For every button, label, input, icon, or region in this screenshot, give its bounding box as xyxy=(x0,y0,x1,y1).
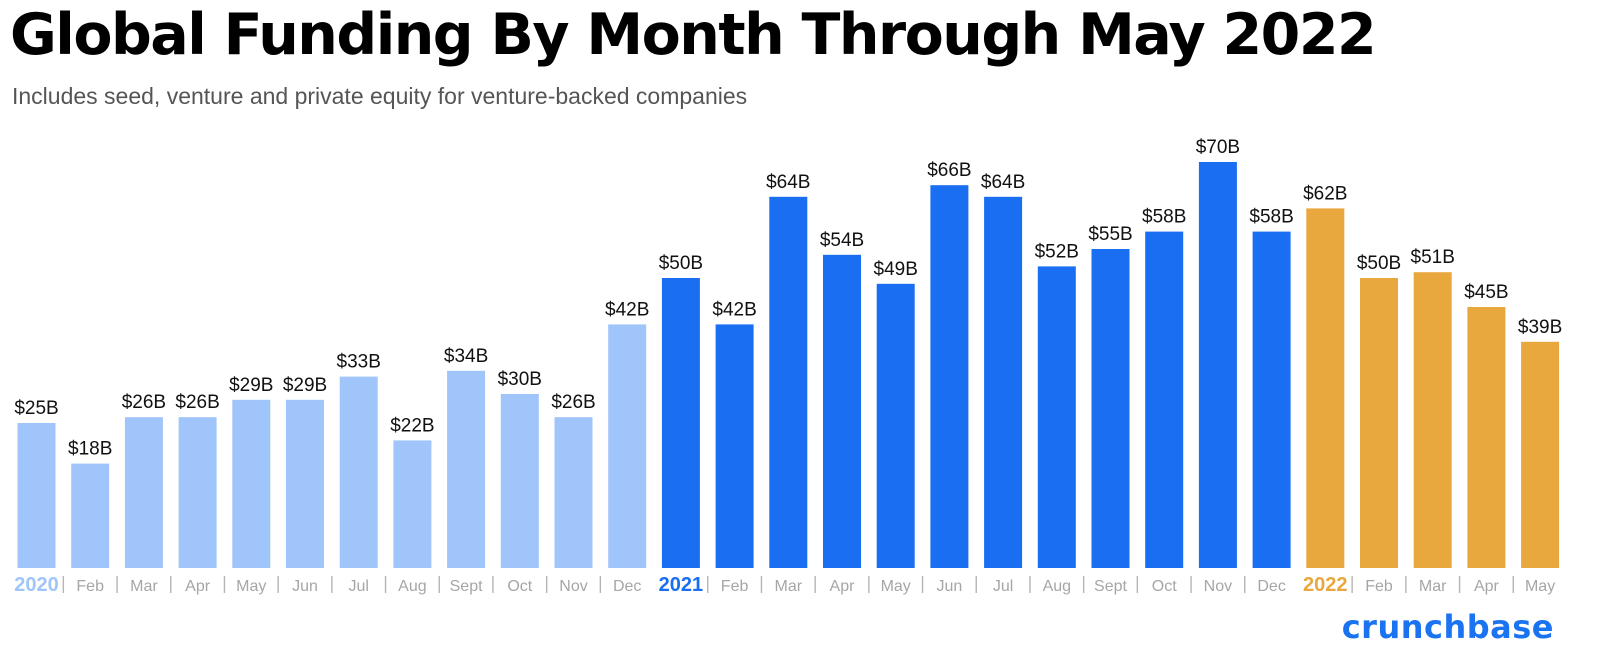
bar-0 xyxy=(17,423,56,568)
bar-5 xyxy=(286,399,324,568)
value-label-25: $50B xyxy=(1357,253,1401,274)
value-label-16: $49B xyxy=(874,259,918,280)
category-label-22: Nov xyxy=(1204,578,1232,595)
category-label-24: 2022 xyxy=(1303,574,1348,596)
category-label-15: Apr xyxy=(830,578,856,595)
value-label-27: $45B xyxy=(1464,282,1508,303)
bar-26 xyxy=(1413,272,1452,568)
category-label-13: Feb xyxy=(721,578,749,595)
value-label-11: $42B xyxy=(605,299,649,320)
value-label-14: $64B xyxy=(766,172,810,193)
bar-28 xyxy=(1521,341,1560,568)
bar-12 xyxy=(661,278,700,568)
value-label-15: $54B xyxy=(820,230,864,251)
bar-17 xyxy=(930,185,969,568)
value-label-21: $58B xyxy=(1142,207,1186,228)
chart-title: Global Funding By Month Through May 2022 xyxy=(10,2,1377,68)
value-label-18: $64B xyxy=(981,172,1025,193)
category-label-7: Aug xyxy=(398,578,426,595)
value-label-26: $51B xyxy=(1411,247,1455,268)
category-label-16: May xyxy=(881,578,911,595)
category-label-6: Jul xyxy=(348,578,368,595)
bar-10 xyxy=(554,417,593,568)
bar-8 xyxy=(447,370,486,568)
category-label-19: Aug xyxy=(1043,578,1071,595)
category-label-5: Jun xyxy=(292,578,318,595)
category-label-25: Feb xyxy=(1365,578,1393,595)
bar-21 xyxy=(1145,231,1184,568)
category-label-0: 2020 xyxy=(14,574,59,596)
category-label-10: Nov xyxy=(559,578,587,595)
category-label-12: 2021 xyxy=(659,574,704,596)
bar-4 xyxy=(232,399,271,568)
bar-15 xyxy=(823,254,861,569)
value-label-8: $34B xyxy=(444,346,488,367)
category-label-23: Dec xyxy=(1257,578,1285,595)
category-label-27: Apr xyxy=(1474,578,1500,595)
bar-25 xyxy=(1360,278,1398,568)
value-label-22: $70B xyxy=(1196,137,1240,158)
value-label-4: $29B xyxy=(229,375,273,396)
value-label-3: $26B xyxy=(175,392,219,413)
value-label-1: $18B xyxy=(68,439,112,460)
bar-19 xyxy=(1037,266,1076,568)
value-label-9: $30B xyxy=(498,369,542,390)
bar-11 xyxy=(608,324,647,568)
category-label-21: Oct xyxy=(1152,578,1177,595)
bar-24 xyxy=(1306,208,1345,568)
bar-20 xyxy=(1091,249,1130,568)
bar-9 xyxy=(500,394,539,568)
value-label-24: $62B xyxy=(1303,183,1347,204)
value-label-2: $26B xyxy=(122,392,166,413)
value-label-10: $26B xyxy=(551,392,595,413)
value-label-28: $39B xyxy=(1518,317,1562,338)
bar-14 xyxy=(769,196,808,569)
category-label-28: May xyxy=(1525,578,1555,595)
value-label-17: $66B xyxy=(927,160,971,181)
value-label-12: $50B xyxy=(659,253,703,274)
chart-subtitle: Includes seed, venture and private equit… xyxy=(12,83,748,109)
bar-18 xyxy=(984,196,1023,569)
value-label-23: $58B xyxy=(1249,207,1293,228)
bar-6 xyxy=(339,376,378,568)
category-label-14: Mar xyxy=(775,578,803,595)
category-label-1: Feb xyxy=(76,578,104,595)
value-label-13: $42B xyxy=(712,299,756,320)
bar-16 xyxy=(876,283,915,568)
bar-1 xyxy=(71,463,110,568)
bar-22 xyxy=(1198,162,1237,568)
category-label-2: Mar xyxy=(130,578,158,595)
value-label-7: $22B xyxy=(390,415,434,436)
category-label-18: Jul xyxy=(993,578,1013,595)
value-label-19: $52B xyxy=(1035,241,1079,262)
bar-7 xyxy=(393,440,432,568)
category-label-4: May xyxy=(236,578,266,595)
category-label-8: Sept xyxy=(450,578,483,595)
category-label-26: Mar xyxy=(1419,578,1447,595)
category-label-17: Jun xyxy=(937,578,963,595)
value-label-6: $33B xyxy=(337,352,381,373)
crunchbase-logo: crunchbase xyxy=(1341,608,1554,646)
bar-3 xyxy=(178,417,217,568)
value-label-20: $55B xyxy=(1088,224,1132,245)
category-label-11: Dec xyxy=(613,578,641,595)
bar-23 xyxy=(1252,231,1291,568)
category-label-20: Sept xyxy=(1094,578,1127,595)
bar-27 xyxy=(1467,307,1506,568)
value-label-5: $29B xyxy=(283,375,327,396)
value-label-0: $25B xyxy=(14,398,58,419)
bar-13 xyxy=(715,324,754,568)
category-label-9: Oct xyxy=(507,578,532,595)
bar-2 xyxy=(124,417,163,568)
category-label-3: Apr xyxy=(185,578,211,595)
